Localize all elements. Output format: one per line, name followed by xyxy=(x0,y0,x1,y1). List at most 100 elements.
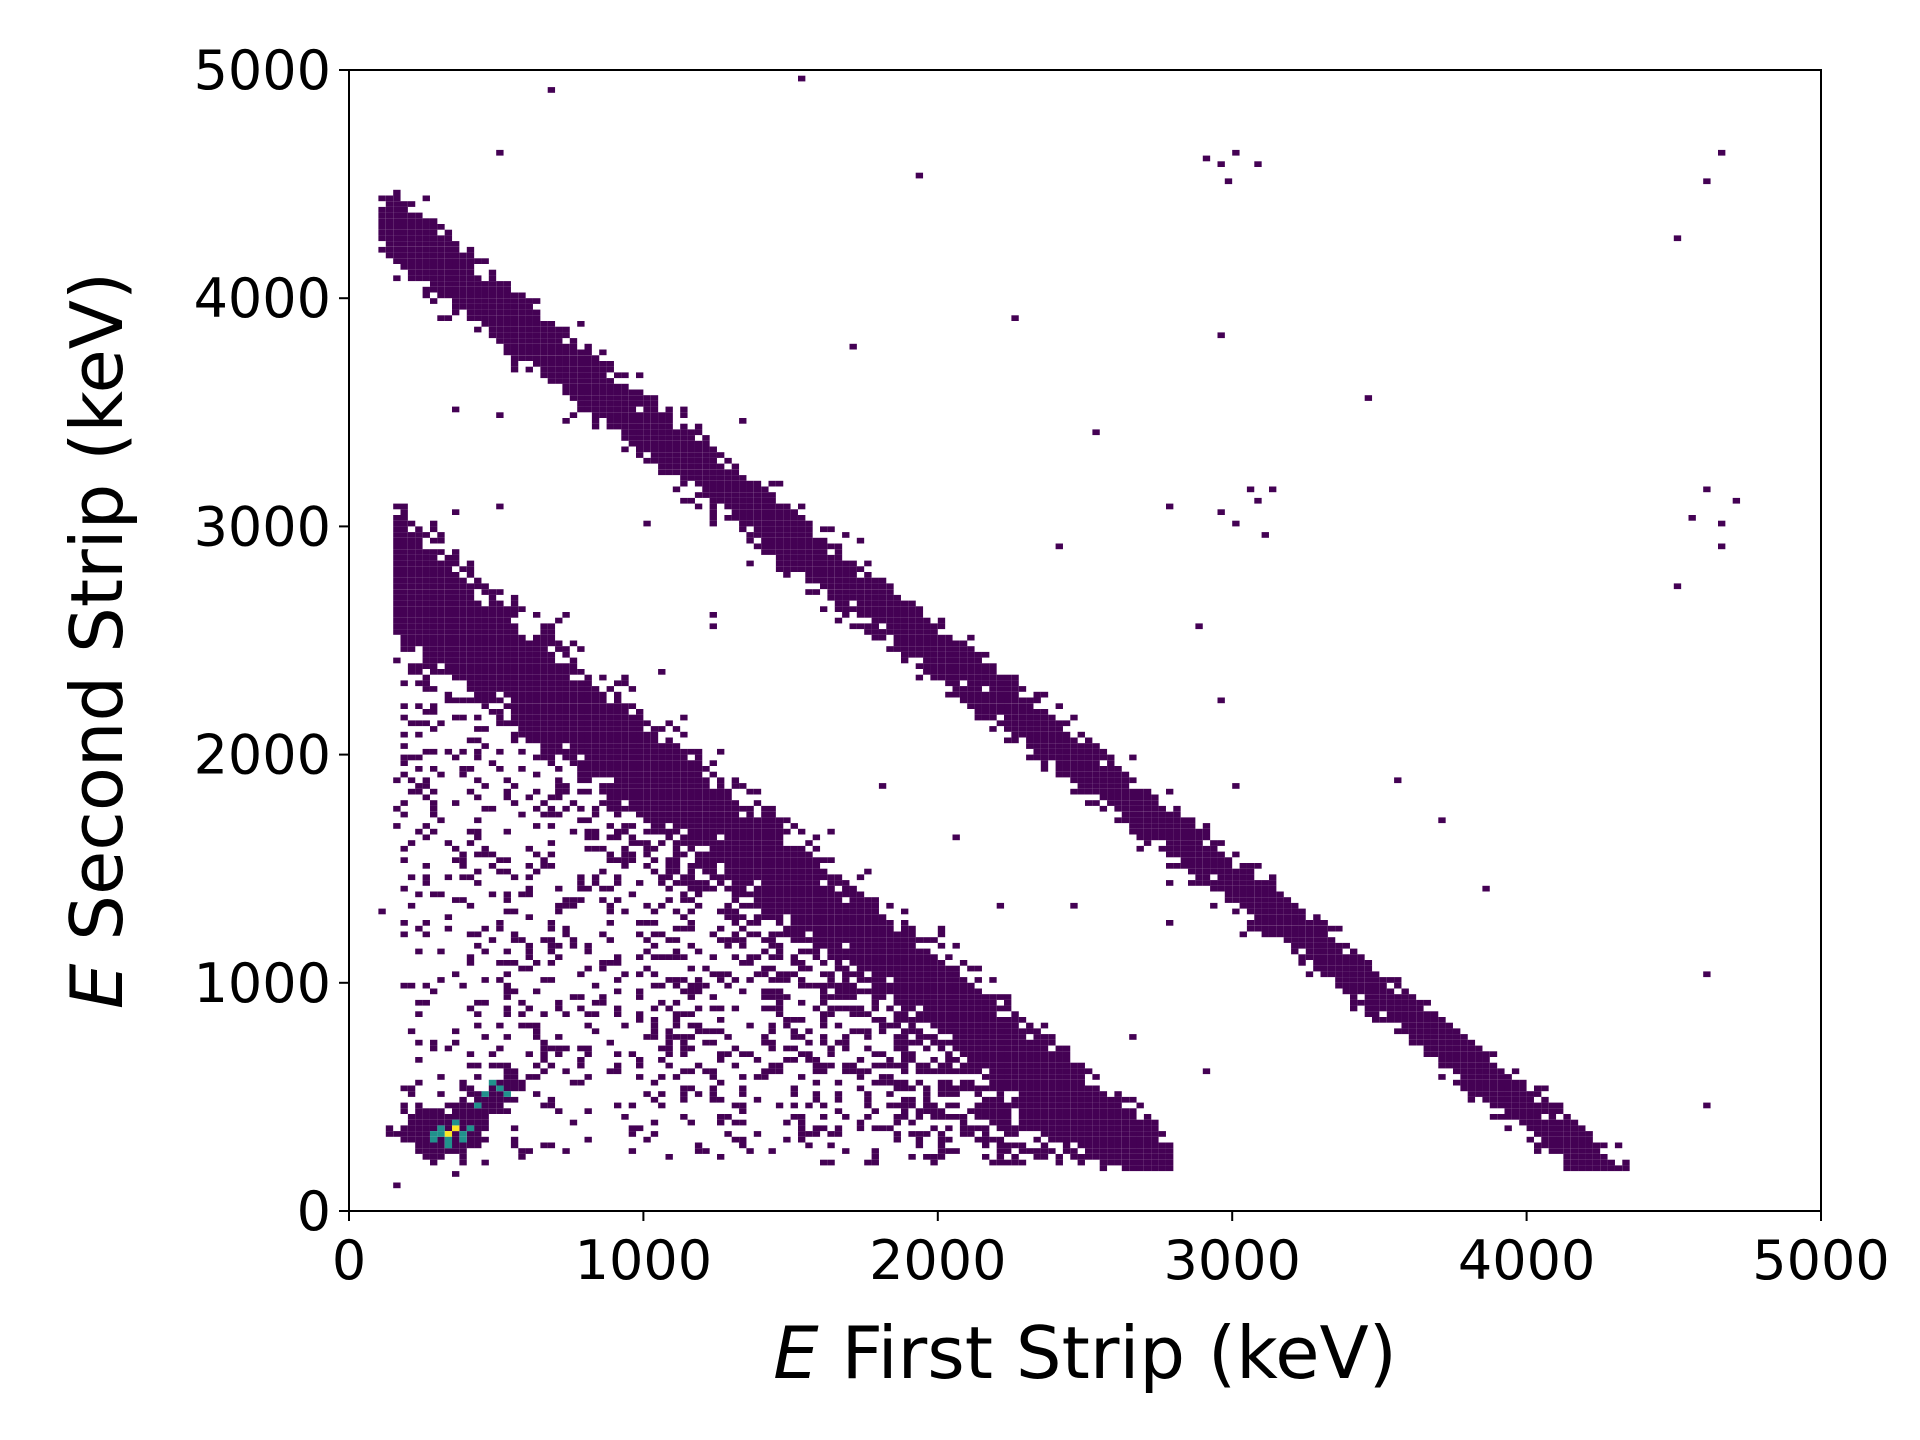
histogram-bin xyxy=(893,640,901,647)
histogram-bin xyxy=(1578,1125,1586,1132)
histogram-bin xyxy=(1372,982,1380,989)
histogram-bin xyxy=(599,783,607,789)
histogram-bin xyxy=(1372,988,1380,995)
histogram-bin xyxy=(562,326,570,333)
histogram-bin xyxy=(864,988,872,995)
histogram-bin xyxy=(496,315,504,321)
histogram-bin xyxy=(503,994,511,1000)
histogram-bin xyxy=(746,515,754,521)
histogram-bin xyxy=(827,977,835,983)
histogram-bin xyxy=(459,275,467,282)
histogram-bin xyxy=(650,868,659,875)
histogram-bin xyxy=(569,942,578,949)
histogram-bin xyxy=(687,475,695,481)
histogram-bin xyxy=(930,937,938,943)
histogram-bin xyxy=(827,857,835,863)
histogram-bin xyxy=(481,281,489,287)
histogram-bin xyxy=(967,1034,975,1040)
histogram-bin xyxy=(584,1045,592,1052)
histogram-bin xyxy=(717,977,725,983)
histogram-bin xyxy=(783,572,791,578)
histogram-bin xyxy=(415,526,423,533)
histogram-bin xyxy=(702,1028,710,1035)
histogram-bin xyxy=(1055,1068,1063,1075)
histogram-bin xyxy=(430,554,438,561)
histogram-bin xyxy=(694,834,703,841)
histogram-bin xyxy=(591,811,600,818)
histogram-bin xyxy=(739,834,747,841)
histogram-bin xyxy=(518,686,526,692)
histogram-bin xyxy=(974,1114,982,1120)
histogram-bin xyxy=(525,657,533,664)
histogram-bin xyxy=(1040,737,1049,744)
histogram-bin xyxy=(1033,720,1041,727)
histogram-bin xyxy=(1018,1039,1027,1046)
histogram-bin xyxy=(923,999,931,1006)
histogram-bin xyxy=(466,258,475,264)
histogram-bin xyxy=(591,828,600,835)
histogram-bin xyxy=(805,537,813,544)
histogram-bin xyxy=(834,937,843,943)
histogram-bin xyxy=(820,971,828,978)
histogram-bin xyxy=(783,897,791,903)
histogram-bin xyxy=(1092,1125,1100,1132)
histogram-bin xyxy=(562,754,570,761)
histogram-bin xyxy=(437,817,445,824)
histogram-bin xyxy=(842,925,850,932)
histogram-bin xyxy=(731,834,740,841)
histogram-bin xyxy=(503,623,511,630)
histogram-bin xyxy=(1158,834,1166,841)
histogram-bin xyxy=(702,475,710,481)
histogram-bin-hot xyxy=(474,1102,482,1109)
histogram-bin xyxy=(518,1011,526,1017)
histogram-bin xyxy=(665,777,673,784)
histogram-bin xyxy=(849,1011,857,1017)
histogram-bin xyxy=(599,361,607,367)
histogram-bin xyxy=(1026,1045,1034,1052)
histogram-bin xyxy=(901,657,909,664)
histogram-bin xyxy=(878,1028,887,1035)
histogram-bin xyxy=(466,766,475,772)
histogram-bin xyxy=(1114,1108,1122,1114)
histogram-bin xyxy=(643,948,651,955)
histogram-bin xyxy=(834,902,843,909)
histogram-bin xyxy=(1107,771,1115,778)
histogram-bin xyxy=(694,1091,703,1097)
histogram-bin xyxy=(555,902,563,909)
histogram-bin xyxy=(400,885,408,892)
histogram-bin xyxy=(474,828,482,835)
histogram-bin xyxy=(577,1062,585,1069)
histogram-bin xyxy=(1121,811,1130,818)
histogram-bin xyxy=(474,714,482,721)
histogram-bin xyxy=(886,1022,894,1029)
histogram-point xyxy=(1246,486,1255,493)
histogram-bin xyxy=(775,954,784,960)
histogram-bin xyxy=(768,515,776,521)
histogram-bin xyxy=(775,874,784,881)
histogram-bin xyxy=(1291,914,1299,920)
histogram-bin xyxy=(930,623,938,630)
histogram-bin xyxy=(474,754,482,761)
histogram-bin xyxy=(1077,731,1085,738)
histogram-bin xyxy=(842,583,850,590)
histogram-bin xyxy=(415,1039,423,1046)
histogram-bin xyxy=(547,361,556,367)
histogram-bin xyxy=(893,1131,901,1137)
histogram-bin xyxy=(1004,994,1012,1000)
histogram-bin xyxy=(621,429,629,436)
histogram-bin xyxy=(1085,771,1093,778)
histogram-bin xyxy=(481,1125,489,1132)
histogram-bin xyxy=(591,982,600,989)
histogram-bin xyxy=(555,355,563,361)
histogram-bin xyxy=(577,766,585,772)
histogram-bin xyxy=(555,343,563,350)
histogram-bin xyxy=(1092,766,1100,772)
histogram-bin xyxy=(466,960,475,966)
histogram-bin xyxy=(1357,954,1365,960)
histogram-bin xyxy=(1445,1045,1453,1052)
histogram-bin xyxy=(768,840,776,846)
histogram-bin xyxy=(569,737,578,744)
histogram-bin xyxy=(562,691,570,698)
histogram-bin xyxy=(400,606,408,612)
histogram-bin xyxy=(569,366,578,373)
